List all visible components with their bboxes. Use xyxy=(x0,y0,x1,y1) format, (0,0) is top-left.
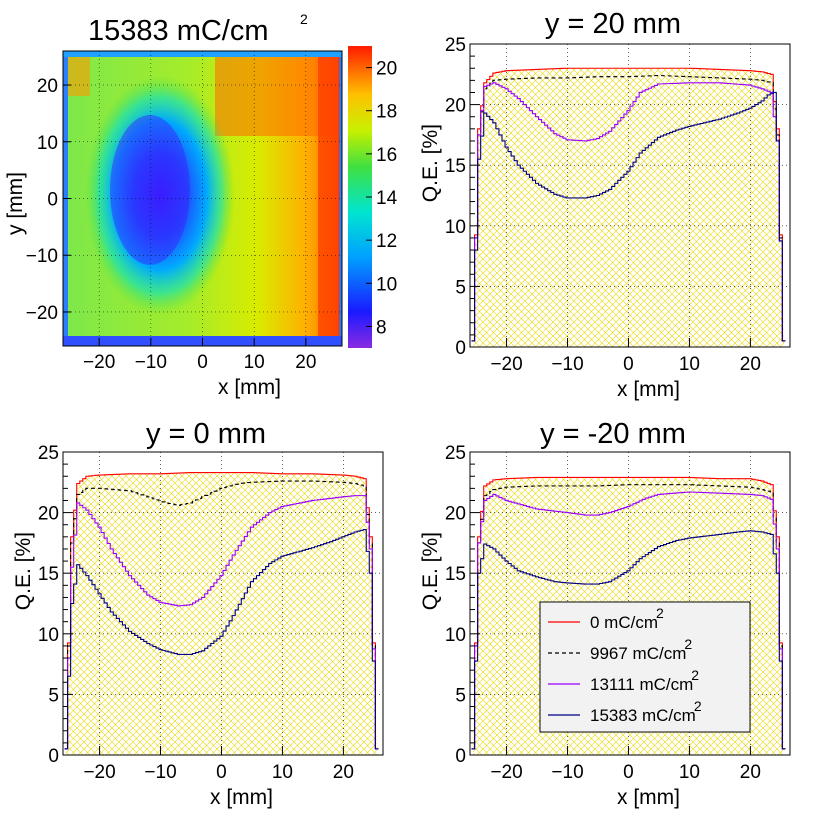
legend-label-sup: 2 xyxy=(656,605,664,621)
ytick-label: 10 xyxy=(38,625,59,646)
panel-ylabel: Q.E. [%] xyxy=(419,124,442,202)
heatmap-ytick-label: 0 xyxy=(47,190,58,211)
xtick-label: 20 xyxy=(333,762,354,783)
xtick-label: 10 xyxy=(679,762,700,783)
ytick-label: 10 xyxy=(445,217,466,238)
ytick-label: 10 xyxy=(445,625,466,646)
heatmap-ytick-label: 10 xyxy=(37,133,58,154)
heatmap-xtick-label: −20 xyxy=(83,352,115,373)
ytick-label: 25 xyxy=(445,443,466,464)
heatmap-ytick-label: −10 xyxy=(26,246,58,267)
panel-title: y = 0 mm xyxy=(146,418,266,450)
legend-label-sup: 2 xyxy=(691,667,699,683)
profile-panel-y20: −20 −10 0 10 20 0 5 10 15 20 25 y = 20 mm x [mm] Q.E.… xyxy=(419,8,791,401)
heatmap-xtick-label: 0 xyxy=(197,352,208,373)
panel-ylabel: Q.E. [%] xyxy=(419,532,442,610)
legend-label: 13111 mC/cm xyxy=(590,675,693,694)
legend-label: 15383 mC/cm xyxy=(590,706,696,725)
heatmap-title-sup: 2 xyxy=(300,11,308,27)
legend-label-sup: 2 xyxy=(694,698,702,714)
hatched-area xyxy=(66,472,377,755)
xtick-label: 0 xyxy=(623,354,634,375)
panel-xlabel: x [mm] xyxy=(617,786,680,809)
panel-xlabel: x [mm] xyxy=(617,378,680,401)
heatmap-ytick-label: −20 xyxy=(26,303,58,324)
legend-label-sup: 2 xyxy=(684,636,692,652)
panel-xlabel: x [mm] xyxy=(210,786,273,809)
series-line-c xyxy=(471,491,786,750)
color-scale-label: 16 xyxy=(376,145,397,166)
xtick-label: 0 xyxy=(216,762,227,783)
xtick-label: −10 xyxy=(551,762,583,783)
heatmap-xtick-label: 10 xyxy=(244,352,265,373)
series-line-a xyxy=(471,476,786,750)
series-line-c xyxy=(471,82,786,342)
xtick-label: −10 xyxy=(144,762,176,783)
ytick-label: 5 xyxy=(48,685,59,706)
ytick-label: 0 xyxy=(48,746,59,767)
heatmap-ylabel: y [mm] xyxy=(4,172,27,235)
ytick-label: 25 xyxy=(38,443,59,464)
series-line-b xyxy=(471,74,786,342)
ytick-label: 20 xyxy=(38,504,59,525)
ytick-label: 15 xyxy=(38,564,59,585)
legend-label: 9967 mC/cm xyxy=(590,644,686,663)
heatmap-panel: −20 −10 0 10 20 −20 −10 0 10 20 8 10 12 14 16 18 20 15… xyxy=(4,11,398,399)
series-line-d xyxy=(471,91,786,342)
panel-ylabel: Q.E. [%] xyxy=(12,532,35,610)
ytick-label: 0 xyxy=(455,746,466,767)
xtick-label: −20 xyxy=(83,762,115,783)
heatmap-xtick-label: −10 xyxy=(135,352,167,373)
heatmap-ytick-label: 20 xyxy=(37,76,58,97)
ytick-label: 15 xyxy=(445,156,466,177)
xtick-label: 10 xyxy=(679,354,700,375)
xtick-label: 0 xyxy=(623,762,634,783)
plot-frame xyxy=(62,451,384,756)
ytick-label: 25 xyxy=(445,35,466,56)
color-scale-label: 20 xyxy=(376,59,397,80)
panel-title: y = 20 mm xyxy=(545,8,681,40)
ytick-label: 20 xyxy=(445,504,466,525)
legend-label: 0 mC/cm xyxy=(590,613,658,632)
ytick-label: 15 xyxy=(445,564,466,585)
color-scale-label: 14 xyxy=(376,188,398,209)
ytick-label: 0 xyxy=(455,338,466,359)
xtick-label: −20 xyxy=(490,762,522,783)
ytick-label: 20 xyxy=(445,96,466,117)
heatmap-title: 15383 mC/cm xyxy=(88,15,269,47)
xtick-label: 20 xyxy=(740,762,761,783)
series-line-d xyxy=(64,529,379,750)
heatmap-xlabel: x [mm] xyxy=(218,376,281,399)
plot-frame xyxy=(469,451,791,756)
xtick-label: 20 xyxy=(740,354,761,375)
series-line-b xyxy=(64,480,379,750)
xtick-label: 10 xyxy=(272,762,293,783)
color-scale-label: 12 xyxy=(376,231,397,252)
panel-title: y = -20 mm xyxy=(540,418,686,450)
color-scale-label: 18 xyxy=(376,102,397,123)
series-line-a xyxy=(64,472,379,750)
color-scale-label: 8 xyxy=(376,317,387,338)
heatmap-xtick-label: 20 xyxy=(295,352,316,373)
series-line-c xyxy=(64,495,379,750)
ytick-label: 5 xyxy=(455,277,466,298)
color-scale-label: 10 xyxy=(376,274,397,295)
series-line-b xyxy=(471,484,786,750)
hatched-area xyxy=(473,68,784,347)
ytick-label: 5 xyxy=(455,685,466,706)
series-line-a xyxy=(471,67,786,342)
xtick-label: −20 xyxy=(490,354,522,375)
plot-frame xyxy=(469,43,791,348)
xtick-label: −10 xyxy=(551,354,583,375)
series-line-d xyxy=(471,530,786,750)
profile-panel-y0: −20 −10 0 10 20 0 5 10 15 20 25 y = 0 mm x [mm] Q.E. … xyxy=(12,418,384,809)
